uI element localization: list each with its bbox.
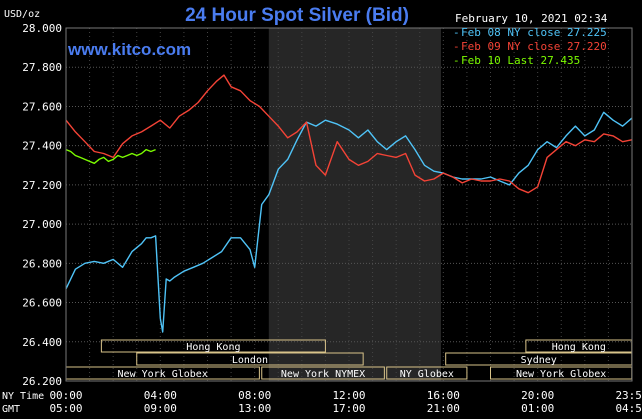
x-tick-label-ny: 23:59	[615, 389, 642, 402]
y-tick-label: 27.800	[22, 61, 62, 74]
y-tick-label: 26.400	[22, 336, 62, 349]
session-bars-layer: Hong Kong Hong Kong London Sydney New York G…	[65, 339, 633, 380]
legend: - Feb 08 NY close 27.225 - Feb 09 NY clo…	[453, 26, 607, 67]
series-line-0	[65, 111, 633, 333]
plot-frame	[65, 27, 633, 382]
x-tick-label-ny: 00:00	[49, 389, 82, 402]
legend-entry-feb09: Feb 09 NY close 27.220	[461, 40, 607, 53]
y-tick-label: 26.800	[22, 257, 62, 270]
x-tick-label-gmt: 04:59	[615, 402, 642, 415]
y-tick-label: 26.600	[22, 297, 62, 310]
session-bar	[261, 366, 385, 380]
x-tick-label-gmt: 01:00	[521, 402, 554, 415]
series-layer	[65, 74, 633, 333]
x-tick-label-gmt: 13:00	[238, 402, 271, 415]
y-tick-label: 27.400	[22, 140, 62, 153]
x-axis-ny-row-label: NY Time	[2, 391, 44, 402]
x-tick-label-gmt: 21:00	[427, 402, 460, 415]
session-label: London	[232, 355, 268, 366]
website-label: www.kitco.com	[67, 40, 191, 59]
y-tick-label: 26.200	[22, 375, 62, 388]
x-tick-label-gmt: 17:00	[332, 402, 365, 415]
x-tick-label-ny: 12:00	[332, 389, 365, 402]
x-axis-gmt-row-label: GMT	[2, 404, 20, 415]
chart-title: 24 Hour Spot Silver (Bid)	[185, 5, 409, 26]
x-tick-label-gmt: 05:00	[49, 402, 82, 415]
session-label: Hong Kong	[552, 342, 606, 353]
axis-layer: 28.000 27.800 27.600 27.400 27.200 27.000 26.8…	[22, 22, 642, 415]
series-line-1	[65, 74, 632, 194]
session-label: Sydney	[521, 355, 557, 366]
x-tick-label-ny: 08:00	[238, 389, 271, 402]
x-tick-label-ny: 16:00	[427, 389, 460, 402]
legend-entry-feb08: Feb 08 NY close 27.225	[461, 26, 607, 39]
shaded-period	[268, 28, 441, 381]
grid-layer	[65, 27, 633, 382]
session-label: New York Globex	[118, 369, 208, 380]
shaded-period-layer	[268, 28, 441, 381]
session-bar	[136, 352, 364, 366]
x-tick-label-ny: 20:00	[521, 389, 554, 402]
session-bar	[100, 339, 326, 353]
timestamp-label: February 10, 2021 02:34	[455, 12, 608, 25]
y-tick-label: 27.600	[22, 100, 62, 113]
session-label: NY Globex	[400, 369, 454, 380]
session-label: New York NYMEX	[281, 369, 365, 380]
session-bar	[386, 366, 468, 380]
legend-entry-feb10: Feb 10 Last 27.435	[461, 54, 580, 67]
legend-marker-feb09: -	[453, 40, 460, 53]
session-label: Hong Kong	[186, 342, 240, 353]
session-label: New York Globex	[516, 369, 606, 380]
x-tick-label-gmt: 09:00	[144, 402, 177, 415]
legend-marker-feb08: -	[453, 26, 460, 39]
y-tick-label: 27.000	[22, 218, 62, 231]
y-tick-label: 27.200	[22, 179, 62, 192]
legend-marker-feb10: -	[453, 54, 460, 67]
series-line-2	[65, 148, 156, 165]
x-tick-label-ny: 04:00	[144, 389, 177, 402]
y-tick-label: 28.000	[22, 22, 62, 35]
y-axis-unit-label: USD/oz	[4, 9, 40, 20]
